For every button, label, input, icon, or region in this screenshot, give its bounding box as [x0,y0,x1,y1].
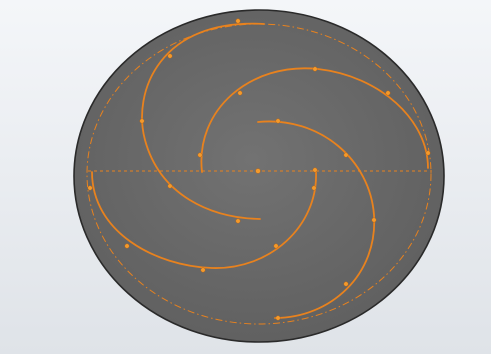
center-point[interactable] [255,168,261,174]
spline-control-point[interactable] [275,315,281,321]
spline-control-point[interactable] [311,185,317,191]
spline-arm-upper-left[interactable] [141,22,265,220]
spline-control-point[interactable] [273,243,279,249]
control-points [87,18,431,321]
spline-control-point[interactable] [275,118,281,124]
spline-control-point[interactable] [371,217,377,223]
spline-control-point[interactable] [312,66,318,72]
spline-control-point[interactable] [235,18,241,24]
spline-control-point[interactable] [343,281,349,287]
spline-control-point[interactable] [167,183,173,189]
spline-control-point[interactable] [312,167,318,173]
spline-control-point[interactable] [385,90,391,96]
spline-arm-lower-right[interactable] [257,120,375,319]
spline-arm-upper-right[interactable] [200,67,429,173]
spline-control-point[interactable] [200,267,206,273]
spline-control-point[interactable] [235,218,241,224]
spline-control-point[interactable] [197,152,203,158]
spline-arms [91,22,429,319]
spline-arm-lower-left[interactable] [91,171,317,269]
spline-control-point[interactable] [87,185,93,191]
spline-control-point[interactable] [237,90,243,96]
spline-control-point[interactable] [425,150,431,156]
disc-face[interactable] [73,9,445,343]
spline-control-point[interactable] [167,53,173,59]
spline-control-point[interactable] [139,118,145,124]
spline-control-point[interactable] [124,243,130,249]
spline-control-point[interactable] [343,152,349,158]
